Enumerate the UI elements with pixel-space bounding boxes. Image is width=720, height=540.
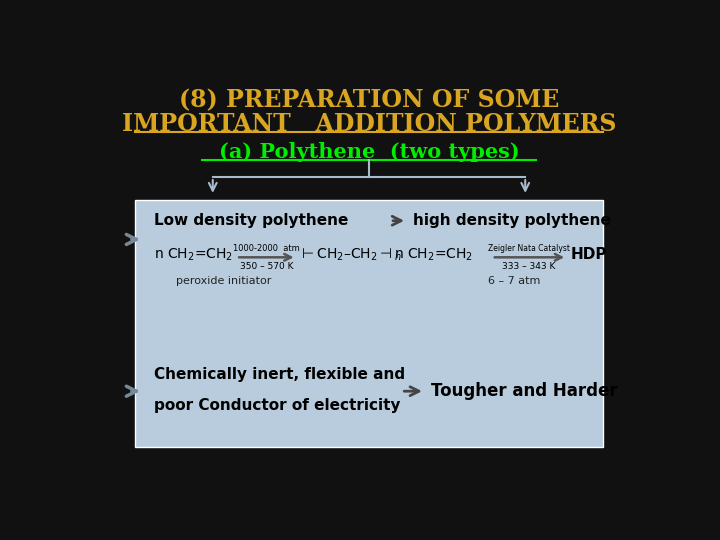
Text: 6 – 7 atm: 6 – 7 atm [488, 276, 540, 286]
Text: Zeigler Nata Catalyst: Zeigler Nata Catalyst [488, 244, 570, 253]
Text: n CH$_2$=CH$_2$: n CH$_2$=CH$_2$ [154, 247, 233, 263]
Text: Low density polythene: Low density polythene [154, 213, 348, 228]
Text: (a) Polythene  (two types): (a) Polythene (two types) [219, 142, 519, 162]
Text: n CH$_2$=CH$_2$: n CH$_2$=CH$_2$ [394, 247, 473, 263]
Text: 1000-2000  atm: 1000-2000 atm [233, 244, 300, 253]
Text: poor Conductor of electricity: poor Conductor of electricity [154, 399, 400, 413]
Text: HDP: HDP [571, 247, 608, 262]
Text: 333 – 343 K: 333 – 343 K [503, 261, 556, 271]
Text: 350 – 570 K: 350 – 570 K [240, 261, 293, 271]
Text: $\vdash$CH$_2$–CH$_2$$\dashv_n$: $\vdash$CH$_2$–CH$_2$$\dashv_n$ [300, 247, 402, 263]
Text: Tougher and Harder: Tougher and Harder [431, 382, 618, 400]
Text: high density polythene: high density polythene [413, 213, 611, 228]
Text: IMPORTANT   ADDITION POLYMERS: IMPORTANT ADDITION POLYMERS [122, 112, 616, 136]
Text: (8) PREPARATION OF SOME: (8) PREPARATION OF SOME [179, 88, 559, 112]
Text: Chemically inert, flexible and: Chemically inert, flexible and [154, 367, 405, 382]
Text: peroxide initiator: peroxide initiator [176, 276, 271, 286]
FancyBboxPatch shape [135, 200, 603, 447]
